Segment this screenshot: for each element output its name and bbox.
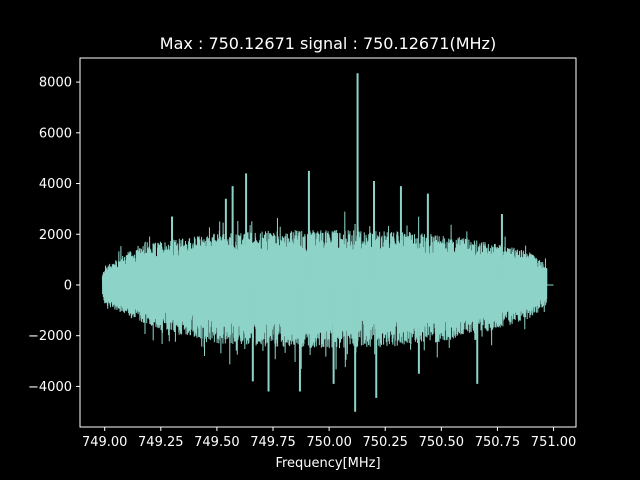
x-tick-label: 749.50 xyxy=(194,435,240,450)
axes-frame xyxy=(79,57,577,428)
y-tick-label: 6000 xyxy=(39,126,72,141)
y-tick-label: 4000 xyxy=(39,177,72,192)
x-tick-label: 750.00 xyxy=(306,435,352,450)
x-tick-label: 750.75 xyxy=(475,435,521,450)
x-tick-label: 750.25 xyxy=(362,435,408,450)
x-tick-label: 751.00 xyxy=(531,435,577,450)
y-tick-label: 8000 xyxy=(39,76,72,91)
signal-trace xyxy=(101,211,554,370)
x-tick-label: 749.75 xyxy=(250,435,296,450)
x-tick-label: 749.25 xyxy=(138,435,184,450)
y-tick-label: −4000 xyxy=(28,380,72,395)
x-axis: 749.00 749.25 749.50 749.75 750.00 750.25 750.… xyxy=(82,427,576,450)
spike-group xyxy=(171,73,503,412)
y-tick-label: −2000 xyxy=(28,329,72,344)
x-tick-label: 749.00 xyxy=(82,435,128,450)
x-axis-label: Frequency[MHz] xyxy=(275,456,380,471)
y-axis: −4000 −2000 0 2000 4000 6000 8000 xyxy=(28,76,80,395)
x-tick-label: 750.50 xyxy=(419,435,465,450)
y-tick-label: 2000 xyxy=(39,228,72,243)
chart-title: Max : 750.12671 signal : 750.12671(MHz) xyxy=(160,34,496,53)
y-tick-label: 0 xyxy=(64,278,72,293)
plot-area xyxy=(101,73,554,412)
